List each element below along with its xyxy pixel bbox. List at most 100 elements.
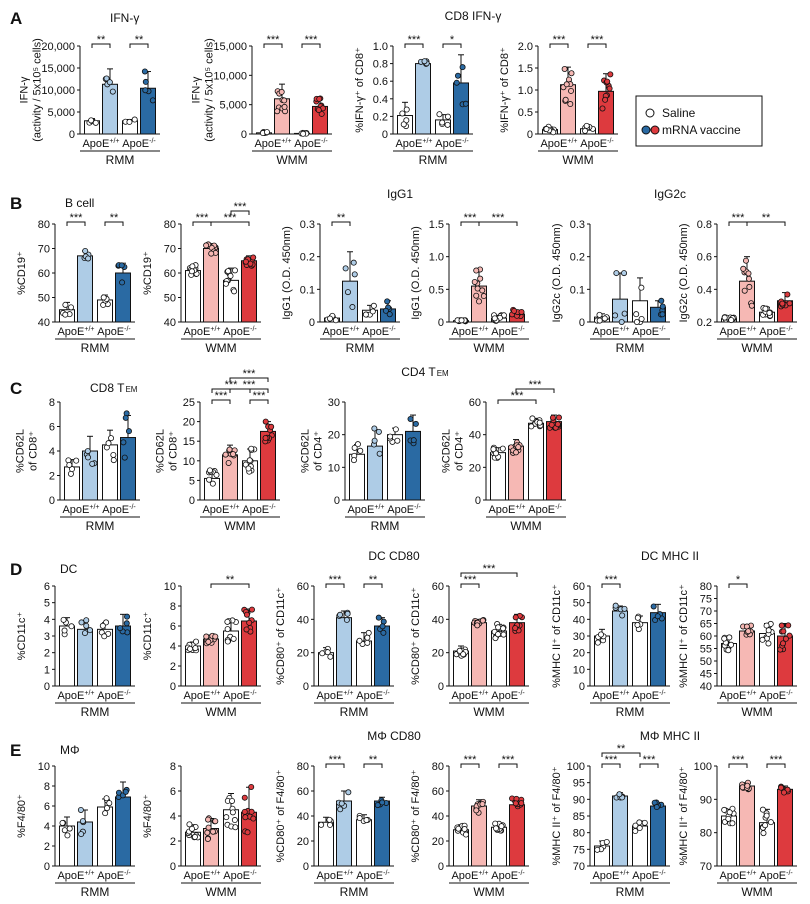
significance-label: **: [226, 574, 235, 586]
chart-title-sub: EM: [437, 369, 449, 378]
group-label-ko: ApoE-/-: [97, 870, 131, 882]
y-tick-label: 40: [432, 811, 444, 823]
y-tick-label: 50: [573, 598, 585, 610]
model-label: WMM: [205, 705, 236, 719]
data-point: [188, 268, 195, 275]
data-point: [403, 106, 410, 113]
bar: [528, 422, 544, 501]
data-point: [780, 628, 787, 635]
data-point: [324, 649, 331, 656]
data-point: [518, 800, 525, 807]
data-point: [86, 627, 93, 634]
panel-title: MΦ: [60, 743, 80, 757]
significance-bracket: [363, 583, 383, 588]
data-point: [319, 650, 326, 657]
data-point: [245, 465, 252, 472]
data-point: [473, 292, 480, 299]
y-tick-label: 3: [44, 631, 50, 643]
significance-bracket: [331, 221, 351, 226]
y-tick-label: 0: [44, 681, 50, 693]
data-point: [110, 451, 117, 458]
data-point: [379, 799, 386, 806]
group-label-ko: ApoE-/-: [491, 870, 525, 882]
data-point: [650, 603, 657, 610]
data-point: [583, 122, 590, 129]
y-tick-label: 8: [44, 781, 50, 793]
group-label-ko-sup: -/-: [250, 326, 257, 333]
y-tick-label: 0: [309, 317, 315, 329]
y-tick-label: 0: [303, 681, 309, 693]
data-point: [562, 96, 569, 103]
data-point: [121, 454, 128, 461]
y-tick-label: 4: [170, 641, 176, 653]
significance-bracket: [230, 210, 250, 215]
data-point: [316, 95, 323, 102]
data-point: [607, 71, 614, 78]
data-point: [337, 611, 344, 618]
significance-bracket: [263, 43, 283, 48]
data-point: [318, 110, 325, 117]
y-tick-label: 0.6: [697, 252, 712, 264]
y-tick-label: 20: [297, 648, 309, 660]
data-point: [224, 626, 231, 633]
data-point: [726, 634, 733, 641]
panel-title: DC: [60, 562, 78, 576]
chart-D1: 0 1 2 3 4 5 6 %CD11c⁺ ApoE+/+ ApoE-/- RMM: [16, 581, 135, 719]
bar: [115, 796, 131, 867]
significance-bracket: [249, 399, 269, 404]
data-point: [278, 88, 285, 95]
significance-bracket: [460, 572, 518, 577]
group-label-ko-sup: -/-: [321, 138, 328, 145]
data-point: [382, 307, 389, 314]
y-tick-label: 45: [700, 669, 712, 681]
y-axis-label: IFN-γ: [191, 76, 203, 103]
significance-label: **: [617, 743, 626, 755]
chart-D5: DC MHC II 0 10 20 30 40 50 60 %MHC II⁺ of CD11c⁺…: [551, 549, 699, 719]
significance-label: ***: [234, 201, 248, 213]
y-axis-label: %CD62L: [300, 429, 312, 473]
data-point: [601, 315, 608, 322]
significance-bracket: [460, 763, 480, 768]
significance-label: ***: [329, 574, 343, 586]
model-label: WMM: [473, 705, 504, 719]
data-point: [131, 116, 138, 123]
y-tick-label: 0.2: [697, 317, 712, 329]
data-point: [142, 87, 149, 94]
data-point: [205, 816, 212, 823]
significance-bracket: [766, 763, 786, 768]
data-point: [248, 808, 255, 815]
data-point: [212, 818, 219, 825]
model-label: WMM: [510, 519, 541, 533]
panel-title-sub: EM: [125, 385, 137, 394]
model-label: RMM: [616, 885, 645, 899]
data-point: [511, 307, 518, 314]
group-label-ko-sup: -/-: [659, 690, 666, 697]
legend-box: [635, 95, 763, 147]
y-tick-label: 60: [432, 786, 444, 798]
data-point: [543, 126, 550, 133]
y-axis-label: %CD80⁺ of F4/80⁺: [410, 769, 422, 862]
significance-label: ***: [591, 34, 605, 46]
group-label-ko: ApoE-/-: [580, 138, 614, 150]
data-point: [122, 788, 129, 795]
y-tick-label: 40: [164, 317, 176, 329]
y-tick-label: 6: [49, 422, 55, 434]
data-point: [229, 809, 236, 816]
group-label-ko-sup: -/-: [414, 504, 421, 511]
y-tick-label: 40: [700, 681, 712, 693]
data-point: [84, 448, 91, 455]
data-point: [61, 827, 68, 834]
y-tick-label: 75: [573, 844, 585, 856]
y-axis-label: of CD8⁺: [28, 431, 40, 471]
data-point: [242, 258, 249, 265]
data-point: [101, 633, 108, 640]
y-tick-label: 70: [573, 861, 585, 873]
significance-label: ***: [243, 368, 257, 380]
model-label: RMM: [106, 153, 135, 167]
y-tick-label: 0: [475, 495, 481, 507]
y-tick-label: 2: [170, 661, 176, 673]
